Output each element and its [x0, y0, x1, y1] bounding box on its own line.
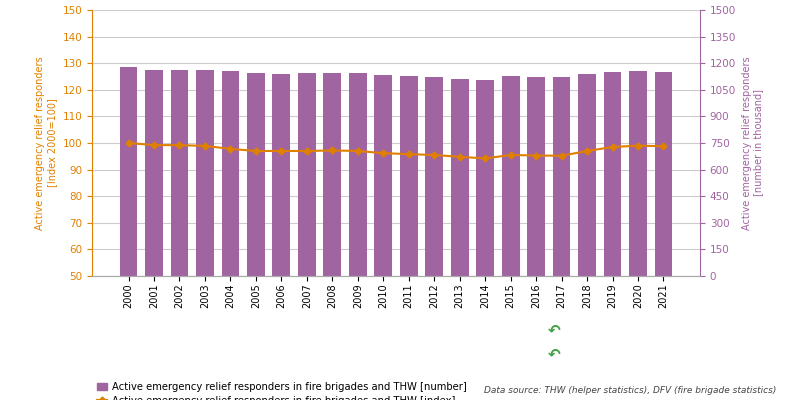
Bar: [349, 73, 366, 400]
Y-axis label: Active emergency relief responders
[number in thousand]: Active emergency relief responders [numb…: [742, 56, 763, 230]
Bar: [553, 77, 570, 400]
Y-axis label: Active emergency relief responders
[Index 2000=100]: Active emergency relief responders [Inde…: [35, 56, 57, 230]
Bar: [145, 70, 163, 400]
Bar: [527, 77, 545, 400]
Text: ↶: ↶: [548, 346, 561, 362]
Bar: [298, 73, 316, 400]
Text: Data source: THW (helper statistics), DFV (fire brigade statistics): Data source: THW (helper statistics), DF…: [484, 386, 776, 395]
Bar: [450, 79, 469, 400]
Bar: [170, 70, 189, 400]
Bar: [603, 72, 622, 400]
Bar: [654, 72, 672, 400]
Bar: [578, 74, 596, 400]
Bar: [476, 80, 494, 400]
Bar: [323, 73, 342, 400]
Text: ↶: ↶: [548, 322, 561, 338]
Bar: [374, 75, 392, 400]
Bar: [400, 76, 418, 400]
Legend: Active emergency relief responders in fire brigades and THW [number], Active eme: Active emergency relief responders in fi…: [97, 382, 466, 400]
Bar: [196, 70, 214, 400]
Bar: [426, 77, 443, 400]
Bar: [222, 71, 239, 400]
Bar: [629, 71, 647, 400]
Bar: [273, 74, 290, 400]
Bar: [502, 76, 519, 400]
Bar: [120, 67, 138, 400]
Bar: [247, 73, 265, 400]
